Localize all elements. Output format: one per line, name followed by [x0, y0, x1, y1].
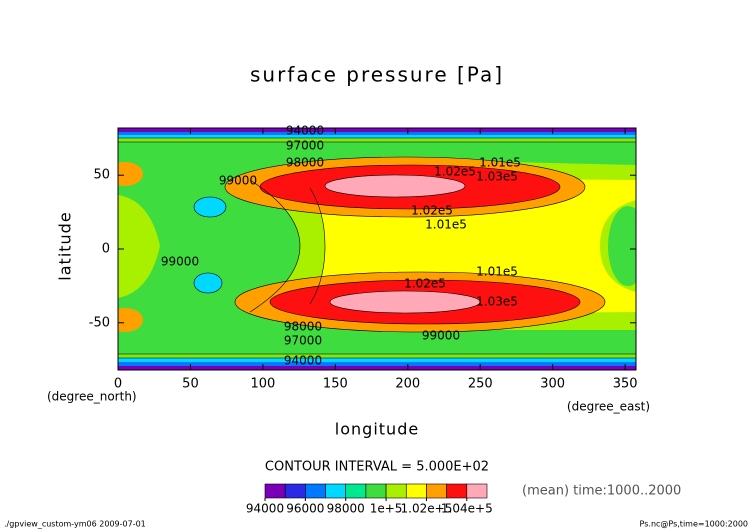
footer-right: Ps.nc@Ps,time=1000:2000	[640, 520, 748, 529]
contour-label: 1.01e5	[425, 218, 467, 232]
y-tick-label: -50	[89, 315, 110, 330]
contour-label: 99000	[219, 174, 257, 188]
contour-label: 94000	[284, 354, 322, 368]
contour-label: 98000	[284, 320, 322, 334]
contour-label: 1.02e5	[404, 277, 446, 291]
contour-interval: CONTOUR INTERVAL = 5.000E+02	[265, 460, 489, 475]
colorbar-label: 1e+5	[370, 502, 403, 516]
colorbar-box	[405, 483, 427, 499]
x-tick-label: 150	[323, 377, 348, 392]
contour-label: 1.03e5	[476, 170, 518, 184]
chart-title: surface pressure [Pa]	[250, 63, 504, 87]
colorbar-box	[284, 483, 306, 499]
contour-label: 1.01e5	[476, 265, 518, 279]
contour-label: 1.01e5	[479, 156, 521, 170]
contour-label: 94000	[286, 124, 324, 138]
contour-label: 1.03e5	[476, 295, 518, 309]
colorbar-box	[345, 483, 367, 499]
x-axis-label: longitude	[335, 420, 419, 439]
x-tick-label: 0	[114, 377, 122, 392]
contour-label: 97000	[286, 139, 324, 153]
colorbar-label: 98000	[327, 502, 365, 516]
contour-label: 99000	[161, 255, 199, 269]
colorbar-label: 94000	[246, 502, 284, 516]
x-tick-label: 100	[250, 377, 275, 392]
x-tick-label: 200	[395, 377, 420, 392]
x-tick-label: 50	[182, 377, 199, 392]
colorbar-box	[426, 483, 447, 499]
colorbar-label: 1.04e+5	[441, 502, 493, 516]
colorbar-label: 96000	[286, 502, 324, 516]
y-unit: (degree_north)	[47, 390, 137, 404]
footer-left: ./gpview_custom-ym06 2009-07-01	[4, 520, 146, 529]
colorbar-box	[305, 483, 326, 499]
colorbar-box	[365, 483, 387, 499]
x-tick-label: 300	[540, 377, 565, 392]
contour-label: 1.02e5	[434, 165, 476, 179]
contour-label: 98000	[286, 156, 324, 170]
contour-label: 1.02e5	[411, 204, 453, 218]
contour-label: 99000	[422, 329, 460, 343]
colorbar-box	[466, 483, 488, 499]
colorbar-box	[264, 483, 286, 499]
y-axis-label: latitude	[56, 211, 75, 280]
colorbar-box	[385, 483, 407, 499]
y-tick-label: 0	[102, 242, 110, 257]
x-unit: (degree_east)	[567, 400, 650, 414]
colorbar-box	[446, 483, 468, 499]
y-tick-label: 50	[93, 168, 110, 183]
x-tick-label: 250	[468, 377, 493, 392]
colorbar-box	[325, 483, 347, 499]
note: (mean) time:1000..2000	[522, 484, 681, 499]
x-tick-label: 350	[613, 377, 638, 392]
contour-field	[118, 128, 636, 370]
contour-label: 97000	[284, 334, 322, 348]
colorbar-label: 1.02e+5	[401, 502, 453, 516]
